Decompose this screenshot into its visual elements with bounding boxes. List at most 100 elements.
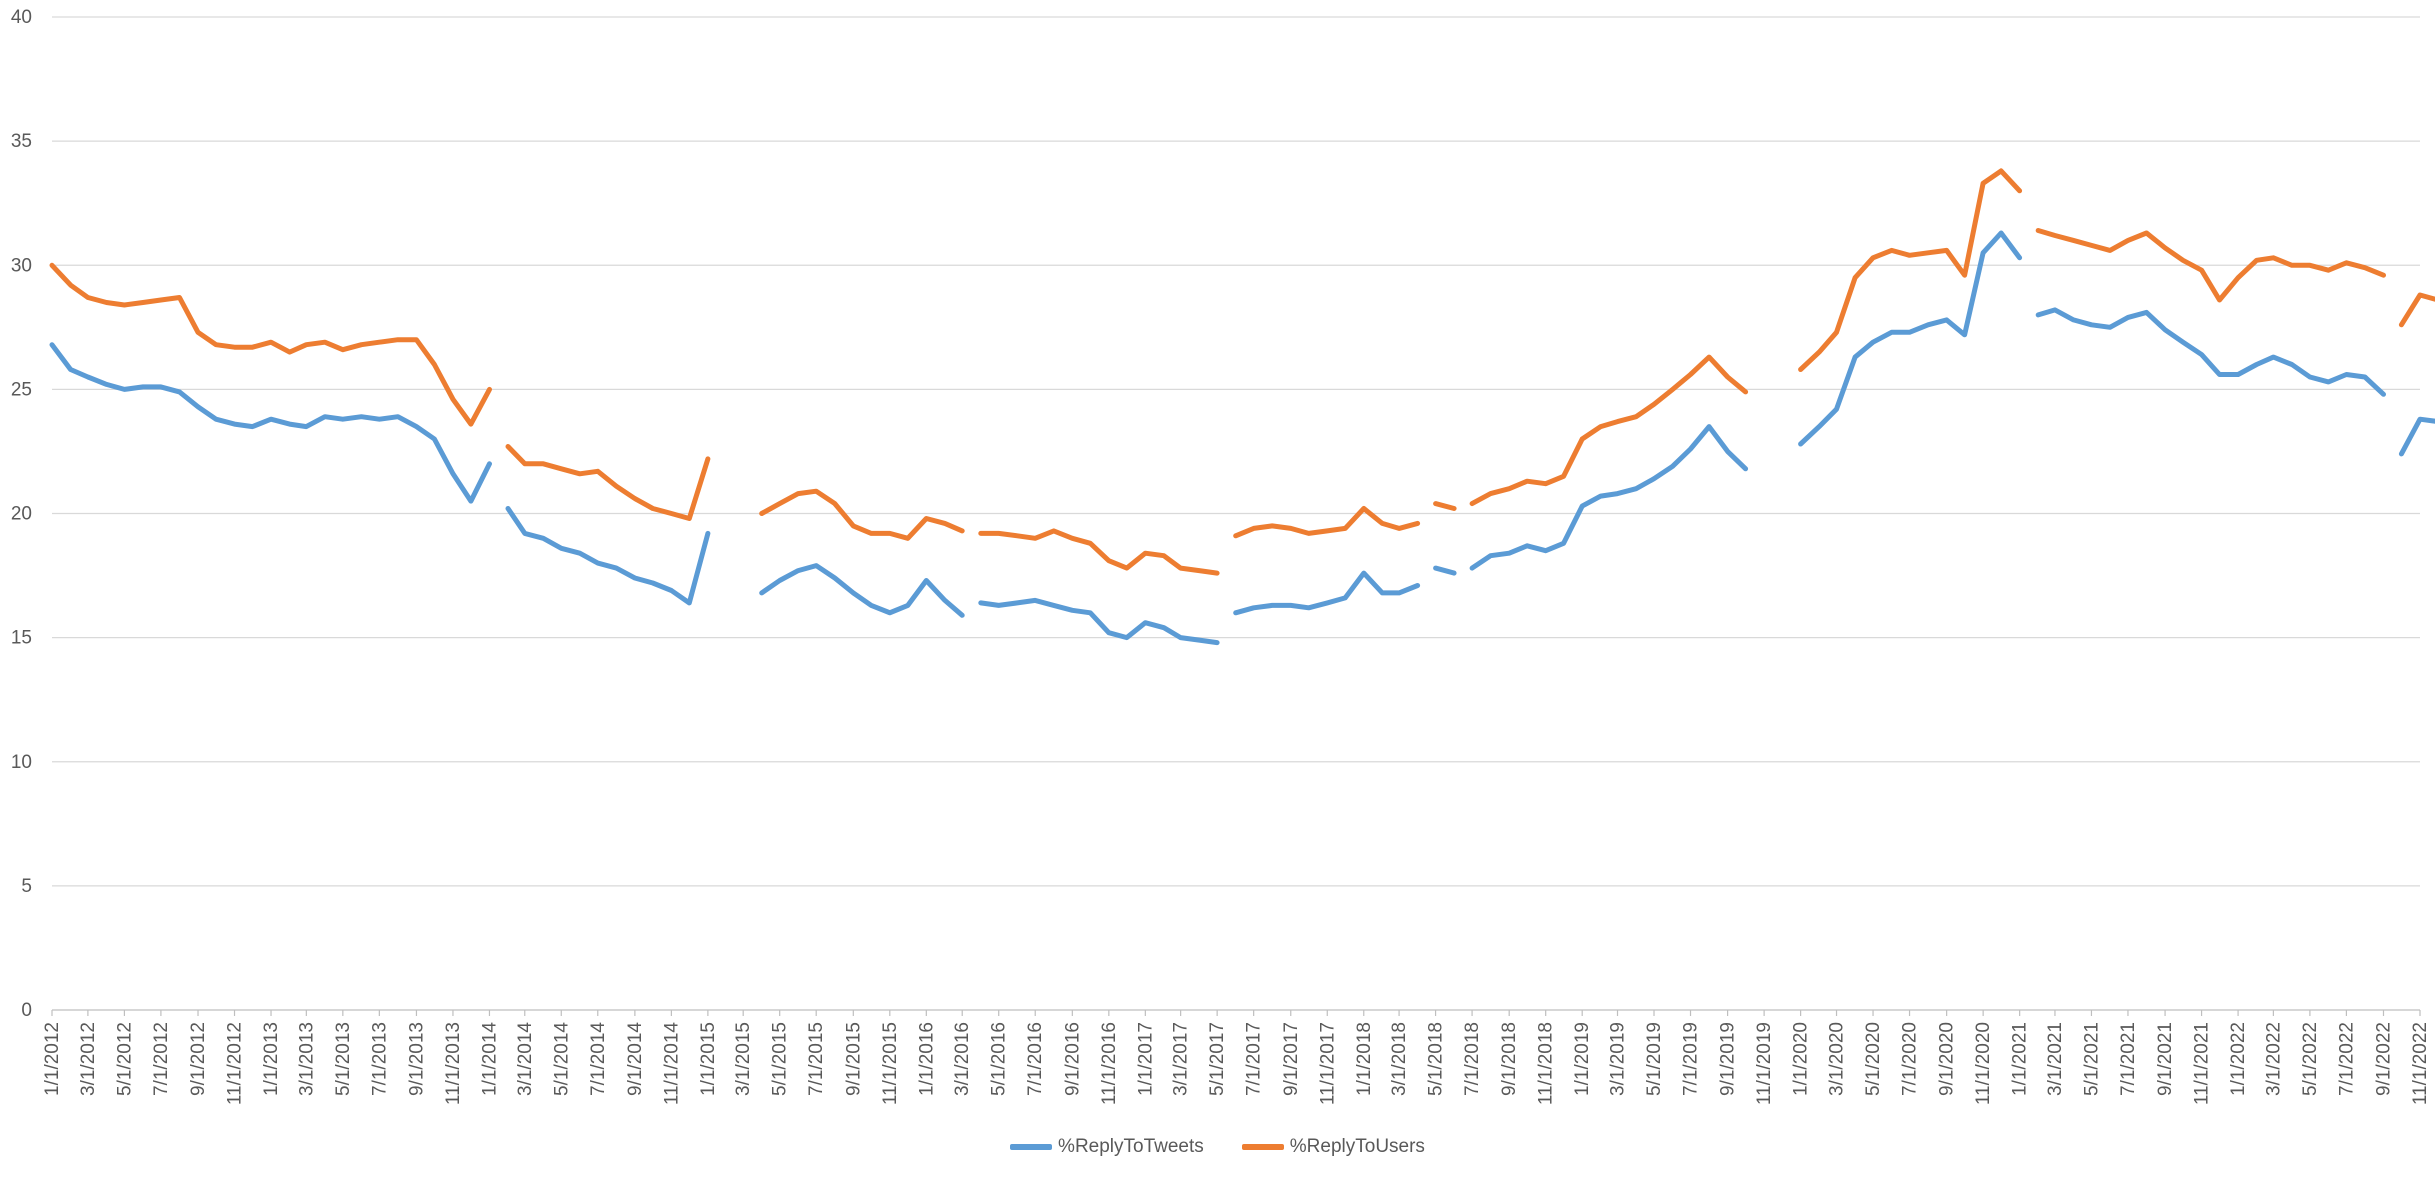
legend-swatch-reply-to-users bbox=[1241, 1144, 1284, 1150]
x-tick-label: 3/1/2016 bbox=[952, 1022, 973, 1096]
x-tick-label: 9/1/2020 bbox=[1937, 1022, 1958, 1096]
x-tick-label: 11/1/2021 bbox=[2192, 1022, 2213, 1105]
x-tick-label: 3/1/2015 bbox=[733, 1022, 754, 1096]
x-tick-label: 5/1/2018 bbox=[1426, 1022, 1447, 1096]
x-tick-label: 1/1/2018 bbox=[1354, 1022, 1375, 1096]
x-tick-label: 11/1/2017 bbox=[1317, 1022, 1338, 1105]
x-tick-label: 3/1/2022 bbox=[2263, 1022, 2284, 1096]
y-tick-label: 0 bbox=[21, 1000, 32, 1021]
x-tick-label: 5/1/2015 bbox=[770, 1022, 791, 1096]
gridlines bbox=[52, 16, 2420, 1011]
series-line-replytotweets bbox=[1469, 424, 1749, 571]
x-tick-label: 5/1/2022 bbox=[2300, 1022, 2321, 1096]
x-tick-label: 7/1/2015 bbox=[806, 1022, 827, 1096]
y-tick-label: 25 bbox=[11, 379, 32, 400]
x-tick-label: 11/1/2012 bbox=[225, 1022, 246, 1105]
x-tick-label: 9/1/2017 bbox=[1281, 1022, 1302, 1096]
x-tick-label: 5/1/2013 bbox=[333, 1022, 354, 1096]
x-tick-label: 11/1/2014 bbox=[661, 1022, 682, 1106]
x-tick-label: 1/1/2021 bbox=[2010, 1022, 2031, 1096]
x-tick-label: 9/1/2022 bbox=[2373, 1022, 2394, 1096]
legend-item-reply-to-users: %ReplyToUsers bbox=[1241, 1136, 1425, 1158]
series-line-replytousers bbox=[1233, 506, 1421, 539]
x-tick-label: 9/1/2021 bbox=[2155, 1022, 2176, 1096]
x-tick-label: 11/1/2013 bbox=[443, 1022, 464, 1105]
x-tick-label: 3/1/2013 bbox=[296, 1022, 317, 1096]
x-tick-label: 5/1/2019 bbox=[1644, 1022, 1665, 1096]
x-tick-label: 3/1/2018 bbox=[1389, 1022, 1410, 1096]
x-tick-label: 3/1/2021 bbox=[2045, 1022, 2066, 1096]
y-tick-label: 5 bbox=[21, 876, 32, 897]
x-tick-label: 3/1/2012 bbox=[78, 1022, 99, 1096]
series-line-replytousers bbox=[1469, 354, 1749, 507]
y-axis-tick-labels: 0 5 10 15 20 25 30 35 40 bbox=[11, 7, 32, 1021]
x-tick-label: 9/1/2014 bbox=[625, 1022, 646, 1096]
series-line-replytousers bbox=[1798, 168, 2023, 372]
y-tick-label: 35 bbox=[11, 131, 32, 152]
x-tick-label: 5/1/2021 bbox=[2081, 1022, 2102, 1096]
legend-item-reply-to-tweets: %ReplyToTweets bbox=[1010, 1136, 1204, 1158]
x-tick-label: 9/1/2012 bbox=[188, 1022, 209, 1096]
x-tick-label: 1/1/2020 bbox=[1791, 1022, 1812, 1096]
x-tick-label: 7/1/2022 bbox=[2336, 1022, 2357, 1096]
x-tick-label: 1/1/2012 bbox=[42, 1022, 63, 1096]
x-tick-label: 3/1/2017 bbox=[1171, 1022, 1192, 1096]
x-tick-label: 1/1/2022 bbox=[2228, 1022, 2249, 1096]
x-tick-label: 9/1/2013 bbox=[406, 1022, 427, 1096]
series-line-replytousers bbox=[2035, 228, 2386, 303]
series-line-replytotweets bbox=[759, 563, 965, 618]
x-tick-label: 7/1/2014 bbox=[588, 1022, 609, 1096]
series-line-replytousers bbox=[505, 444, 711, 521]
x-tick-label: 3/1/2019 bbox=[1608, 1022, 1629, 1096]
series-line-replytousers bbox=[49, 262, 492, 427]
series-line-replytotweets bbox=[1233, 570, 1421, 616]
x-tick-label: 11/1/2022 bbox=[2410, 1022, 2431, 1105]
x-tick-label: 11/1/2015 bbox=[880, 1022, 901, 1105]
x-tick-label: 9/1/2018 bbox=[1499, 1022, 1520, 1096]
series-line-replytotweets bbox=[2398, 416, 2435, 457]
y-tick-label: 40 bbox=[11, 7, 32, 28]
series-line-replytousers bbox=[759, 488, 965, 541]
x-tick-label: 7/1/2016 bbox=[1025, 1022, 1046, 1096]
legend-swatch-reply-to-tweets bbox=[1010, 1144, 1053, 1150]
x-tick-label: 7/1/2019 bbox=[1681, 1022, 1702, 1096]
x-tick-label: 7/1/2017 bbox=[1244, 1022, 1265, 1096]
x-tick-label: 7/1/2013 bbox=[369, 1022, 390, 1096]
x-tick-label: 1/1/2017 bbox=[1135, 1022, 1156, 1096]
series-line-replytotweets bbox=[2035, 307, 2386, 397]
x-tick-label: 3/1/2014 bbox=[515, 1022, 536, 1096]
legend-label-reply-to-users: %ReplyToUsers bbox=[1289, 1136, 1425, 1157]
x-tick-label: 1/1/2015 bbox=[698, 1022, 719, 1096]
x-tick-label: 7/1/2021 bbox=[2118, 1022, 2139, 1096]
x-tick-label: 11/1/2019 bbox=[1754, 1022, 1775, 1105]
series-line-replytotweets bbox=[1433, 565, 1457, 576]
x-axis: 1/1/2012 3/1/2012 5/1/2012 7/1/2012 9/1/2012… bbox=[42, 1010, 2431, 1105]
series-line-replytotweets bbox=[505, 506, 711, 606]
x-tick-label: 9/1/2015 bbox=[843, 1022, 864, 1096]
x-tick-label: 11/1/2018 bbox=[1536, 1022, 1557, 1105]
legend-label-reply-to-tweets: %ReplyToTweets bbox=[1058, 1136, 1204, 1157]
y-tick-label: 15 bbox=[11, 628, 32, 649]
x-tick-label: 5/1/2012 bbox=[114, 1022, 135, 1096]
x-tick-label: 7/1/2012 bbox=[151, 1022, 172, 1096]
series-lines bbox=[49, 168, 2435, 646]
x-tick-label: 1/1/2016 bbox=[916, 1022, 937, 1096]
x-tick-label: 7/1/2020 bbox=[1900, 1022, 1921, 1096]
x-tick-label: 11/1/2020 bbox=[1973, 1022, 1994, 1105]
x-tick-label: 5/1/2016 bbox=[989, 1022, 1010, 1096]
series-line-replytotweets bbox=[978, 597, 1220, 646]
x-tick-label: 5/1/2017 bbox=[1207, 1022, 1228, 1096]
y-tick-label: 30 bbox=[11, 255, 32, 276]
series-line-replytotweets bbox=[49, 342, 492, 504]
x-tick-label: 5/1/2020 bbox=[1863, 1022, 1884, 1096]
x-tick-label: 9/1/2016 bbox=[1062, 1022, 1083, 1096]
x-tick-label: 5/1/2014 bbox=[551, 1022, 572, 1096]
x-tick-label: 1/1/2013 bbox=[261, 1022, 282, 1096]
y-tick-label: 20 bbox=[11, 504, 32, 525]
series-line-replytousers bbox=[978, 528, 1220, 576]
y-tick-label: 10 bbox=[11, 752, 32, 773]
x-tick-label: 3/1/2020 bbox=[1827, 1022, 1848, 1096]
series-line-replytousers bbox=[2398, 292, 2435, 328]
